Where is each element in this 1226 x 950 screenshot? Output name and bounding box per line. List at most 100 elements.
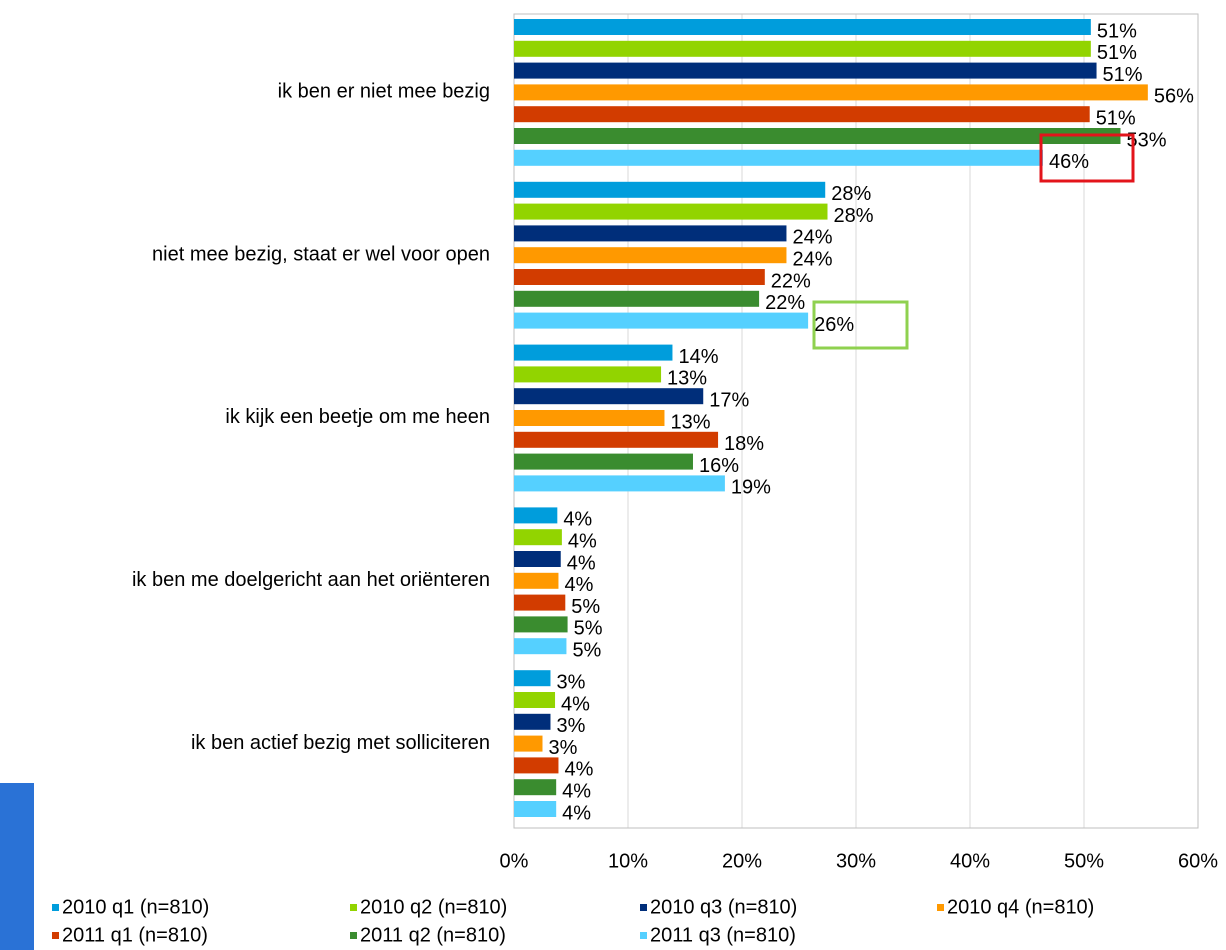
value-label: 5%	[571, 596, 600, 618]
value-label: 51%	[1097, 20, 1137, 42]
bar	[514, 638, 567, 655]
legend-label: 2010 q3 (n=810)	[650, 896, 797, 918]
bar	[514, 594, 566, 611]
legend-swatch	[350, 904, 357, 911]
value-label: 4%	[564, 759, 593, 781]
bar	[514, 713, 551, 730]
x-tick-label: 10%	[608, 850, 648, 872]
legend-swatch	[52, 904, 59, 911]
bar	[514, 269, 765, 285]
value-label: 13%	[667, 368, 707, 390]
highlight-box	[812, 300, 909, 350]
x-tick-label: 50%	[1064, 850, 1104, 872]
value-label: 13%	[670, 411, 710, 433]
legend-label: 2010 q1 (n=810)	[62, 896, 209, 918]
bar	[514, 40, 1091, 57]
x-tick-label: 60%	[1178, 850, 1218, 872]
bar	[514, 410, 665, 426]
value-label: 22%	[765, 292, 805, 314]
value-label: 3%	[549, 737, 578, 759]
legend-label: 2010 q4 (n=810)	[947, 896, 1094, 918]
value-label: 53%	[1126, 129, 1166, 151]
value-label: 51%	[1103, 64, 1143, 86]
bar	[514, 247, 787, 264]
bar	[514, 62, 1097, 79]
value-label: 4%	[564, 574, 593, 596]
value-label: 4%	[562, 802, 591, 824]
bar	[514, 529, 562, 546]
value-label: 28%	[831, 183, 871, 205]
value-label: 24%	[792, 248, 832, 270]
bar	[514, 388, 704, 405]
bar	[514, 203, 828, 220]
value-label: 28%	[834, 205, 874, 227]
legend-swatch	[350, 932, 357, 939]
bar	[514, 572, 559, 589]
value-label: 18%	[724, 433, 764, 455]
bar	[514, 84, 1148, 101]
legend-label: 2010 q2 (n=810)	[360, 896, 507, 918]
value-label: 46%	[1049, 151, 1089, 173]
legend-swatch	[640, 932, 647, 939]
value-label: 14%	[678, 346, 718, 368]
value-label: 19%	[731, 477, 771, 499]
legend-swatch	[52, 932, 59, 939]
bar	[514, 616, 568, 633]
value-label: 24%	[792, 227, 832, 249]
bar	[514, 692, 556, 708]
value-label: 51%	[1097, 42, 1137, 64]
bar	[514, 757, 559, 774]
value-label: 56%	[1154, 86, 1194, 108]
category-label: ik ben actief bezig met solliciteren	[191, 732, 490, 754]
bar	[514, 670, 551, 687]
value-label: 17%	[709, 389, 749, 411]
legend-label: 2011 q1 (n=810)	[62, 924, 208, 946]
value-label: 4%	[568, 530, 597, 552]
bar	[514, 149, 1043, 166]
bar	[514, 507, 558, 524]
bar	[514, 475, 725, 492]
legend-label: 2011 q2 (n=810)	[360, 924, 506, 946]
bar	[514, 801, 557, 817]
x-tick-label: 0%	[500, 850, 529, 872]
value-label: 3%	[556, 671, 585, 693]
bar	[514, 290, 760, 307]
value-label: 22%	[771, 270, 811, 292]
bar	[514, 344, 673, 361]
bar	[514, 453, 693, 470]
value-label: 16%	[699, 455, 739, 477]
legend-label: 2011 q3 (n=810)	[650, 924, 796, 946]
value-label: 26%	[814, 314, 854, 336]
category-label: niet mee bezig, staat er wel voor open	[152, 243, 490, 265]
bar	[514, 779, 557, 796]
category-label: ik kijk een beetje om me heen	[225, 406, 490, 428]
x-tick-label: 30%	[836, 850, 876, 872]
value-label: 4%	[563, 509, 592, 531]
highlight-box	[1039, 133, 1135, 183]
bar	[514, 735, 543, 752]
value-label: 51%	[1096, 107, 1136, 129]
category-label: ik ben er niet mee bezig	[278, 81, 490, 103]
bar	[514, 106, 1090, 123]
side-tab	[0, 783, 34, 950]
value-label: 4%	[567, 552, 596, 574]
category-label: ik ben me doelgericht aan het oriënteren	[132, 569, 490, 591]
bar	[514, 551, 561, 567]
bar	[514, 225, 787, 242]
bar	[514, 431, 719, 448]
bar	[514, 312, 809, 329]
bar	[514, 366, 662, 383]
value-label: 3%	[556, 715, 585, 737]
value-label: 4%	[561, 693, 590, 715]
legend-swatch	[640, 904, 647, 911]
value-label: 5%	[572, 639, 601, 661]
x-tick-label: 40%	[950, 850, 990, 872]
value-label: 4%	[562, 780, 591, 802]
value-label: 5%	[574, 618, 603, 640]
bar	[514, 128, 1121, 144]
legend-swatch	[937, 904, 944, 911]
bar	[514, 19, 1091, 35]
x-tick-label: 20%	[722, 850, 762, 872]
bar	[514, 181, 826, 198]
